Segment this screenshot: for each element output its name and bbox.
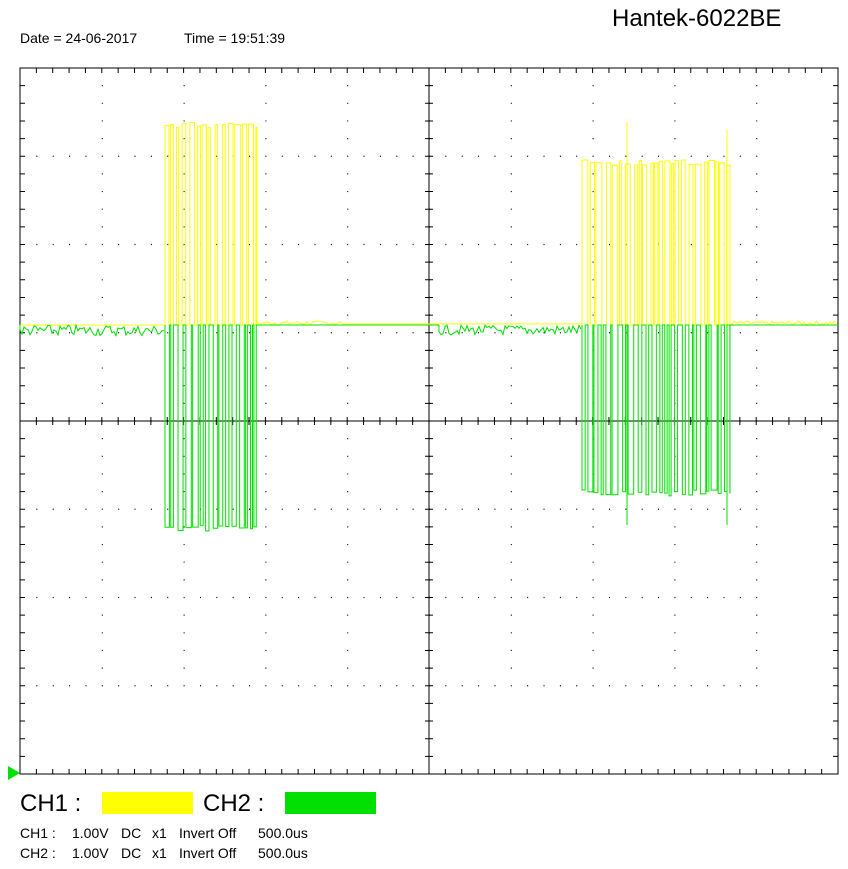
status-probe: x1: [152, 845, 167, 861]
ch2-trace: [19, 323, 838, 532]
legend-swatch: [102, 792, 193, 814]
status-timebase: 500.0us: [258, 825, 308, 841]
time: Time = 19:51:39: [184, 30, 285, 46]
status-channel: CH1 :: [20, 825, 56, 841]
status-coupling: DC: [121, 825, 141, 841]
traces: [19, 121, 838, 532]
status-volts: 1.00V: [72, 845, 109, 861]
status-channel: CH2 :: [20, 845, 56, 861]
status-coupling: DC: [121, 845, 141, 861]
legend-swatch: [285, 792, 376, 814]
status-invert: Invert Off: [179, 845, 236, 861]
legend: CH1 : CH2 :: [20, 790, 376, 817]
grid-ticks: [19, 67, 838, 775]
status-probe: x1: [152, 825, 167, 841]
status-timebase: 500.0us: [258, 845, 308, 861]
ch1-trace: [20, 121, 837, 326]
legend-label: CH2 :: [203, 790, 264, 817]
status: CH1 : 1.00V DC x1 Invert Off 500.0us CH2 : 1.00…: [20, 825, 308, 861]
trigger-marker: [8, 766, 20, 780]
date: Date = 24-06-2017: [20, 30, 137, 46]
legend-label: CH1 :: [20, 790, 81, 817]
status-invert: Invert Off: [179, 825, 236, 841]
status-volts: 1.00V: [72, 825, 109, 841]
graticule: [19, 67, 839, 775]
model: Hantek-6022BE: [612, 5, 781, 32]
